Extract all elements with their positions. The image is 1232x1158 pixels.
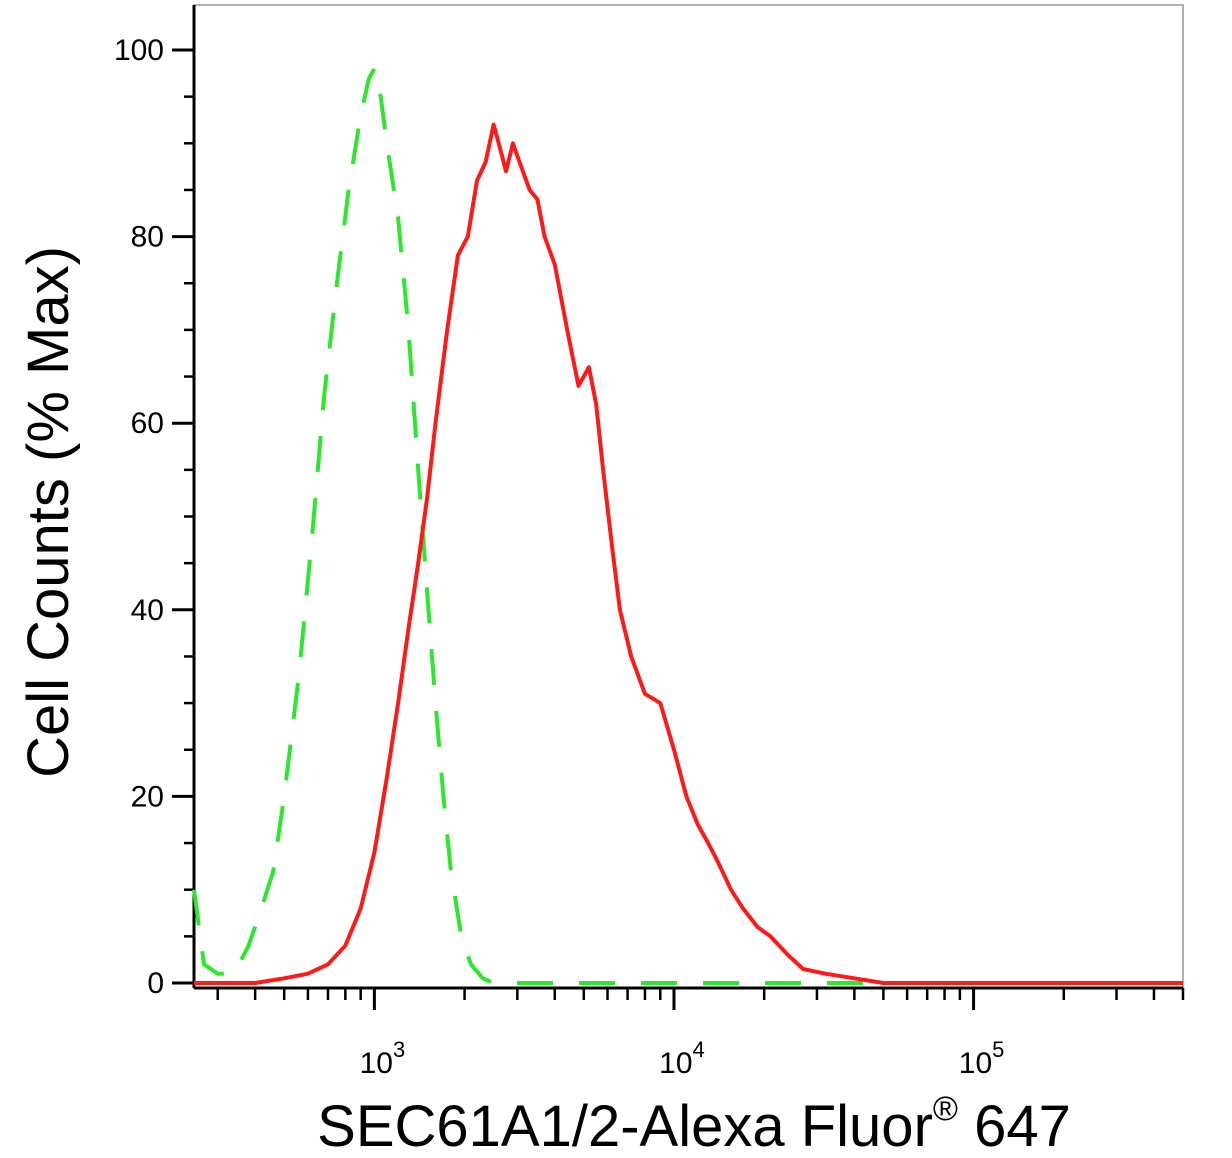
x-tick-label-exponent: 3 [393,1037,405,1062]
x-tick-label: 104 [659,1037,705,1080]
y-tick-label: 20 [131,780,164,813]
x-axis-label: SEC61A1/2-Alexa Fluor® 647 [317,1090,1071,1158]
x-tick-label-exponent: 4 [693,1037,705,1062]
x-axis-label-superscript: ® [933,1090,958,1128]
y-axis: 0 20 40 60 80 100 [114,34,194,1000]
x-tick-label-exponent: 5 [992,1037,1004,1062]
y-tick-label: 0 [147,967,164,1000]
plot-border [193,4,1184,989]
y-axis-label: Cell Counts (% Max) [16,246,81,778]
x-tick-label-base: 10 [959,1047,992,1080]
stained-series-line [194,122,1183,985]
y-tick-label: 40 [131,594,164,627]
control-series-line [192,66,1183,985]
y-tick-label: 100 [114,34,164,67]
series-layer [192,66,1183,985]
x-axis-label-suffix: 647 [958,1094,1071,1158]
x-tick-label-base: 10 [360,1047,393,1080]
plot-frame [192,4,1184,990]
x-tick-label-base: 10 [659,1047,692,1080]
x-tick-label: 103 [360,1037,406,1080]
x-axis-label-main: SEC61A1/2-Alexa Fluor [317,1094,933,1158]
x-axis: 103 104 105 [216,988,1185,1080]
y-tick-label: 60 [131,407,164,440]
x-tick-label: 105 [959,1037,1005,1080]
y-tick-label: 80 [131,221,164,254]
